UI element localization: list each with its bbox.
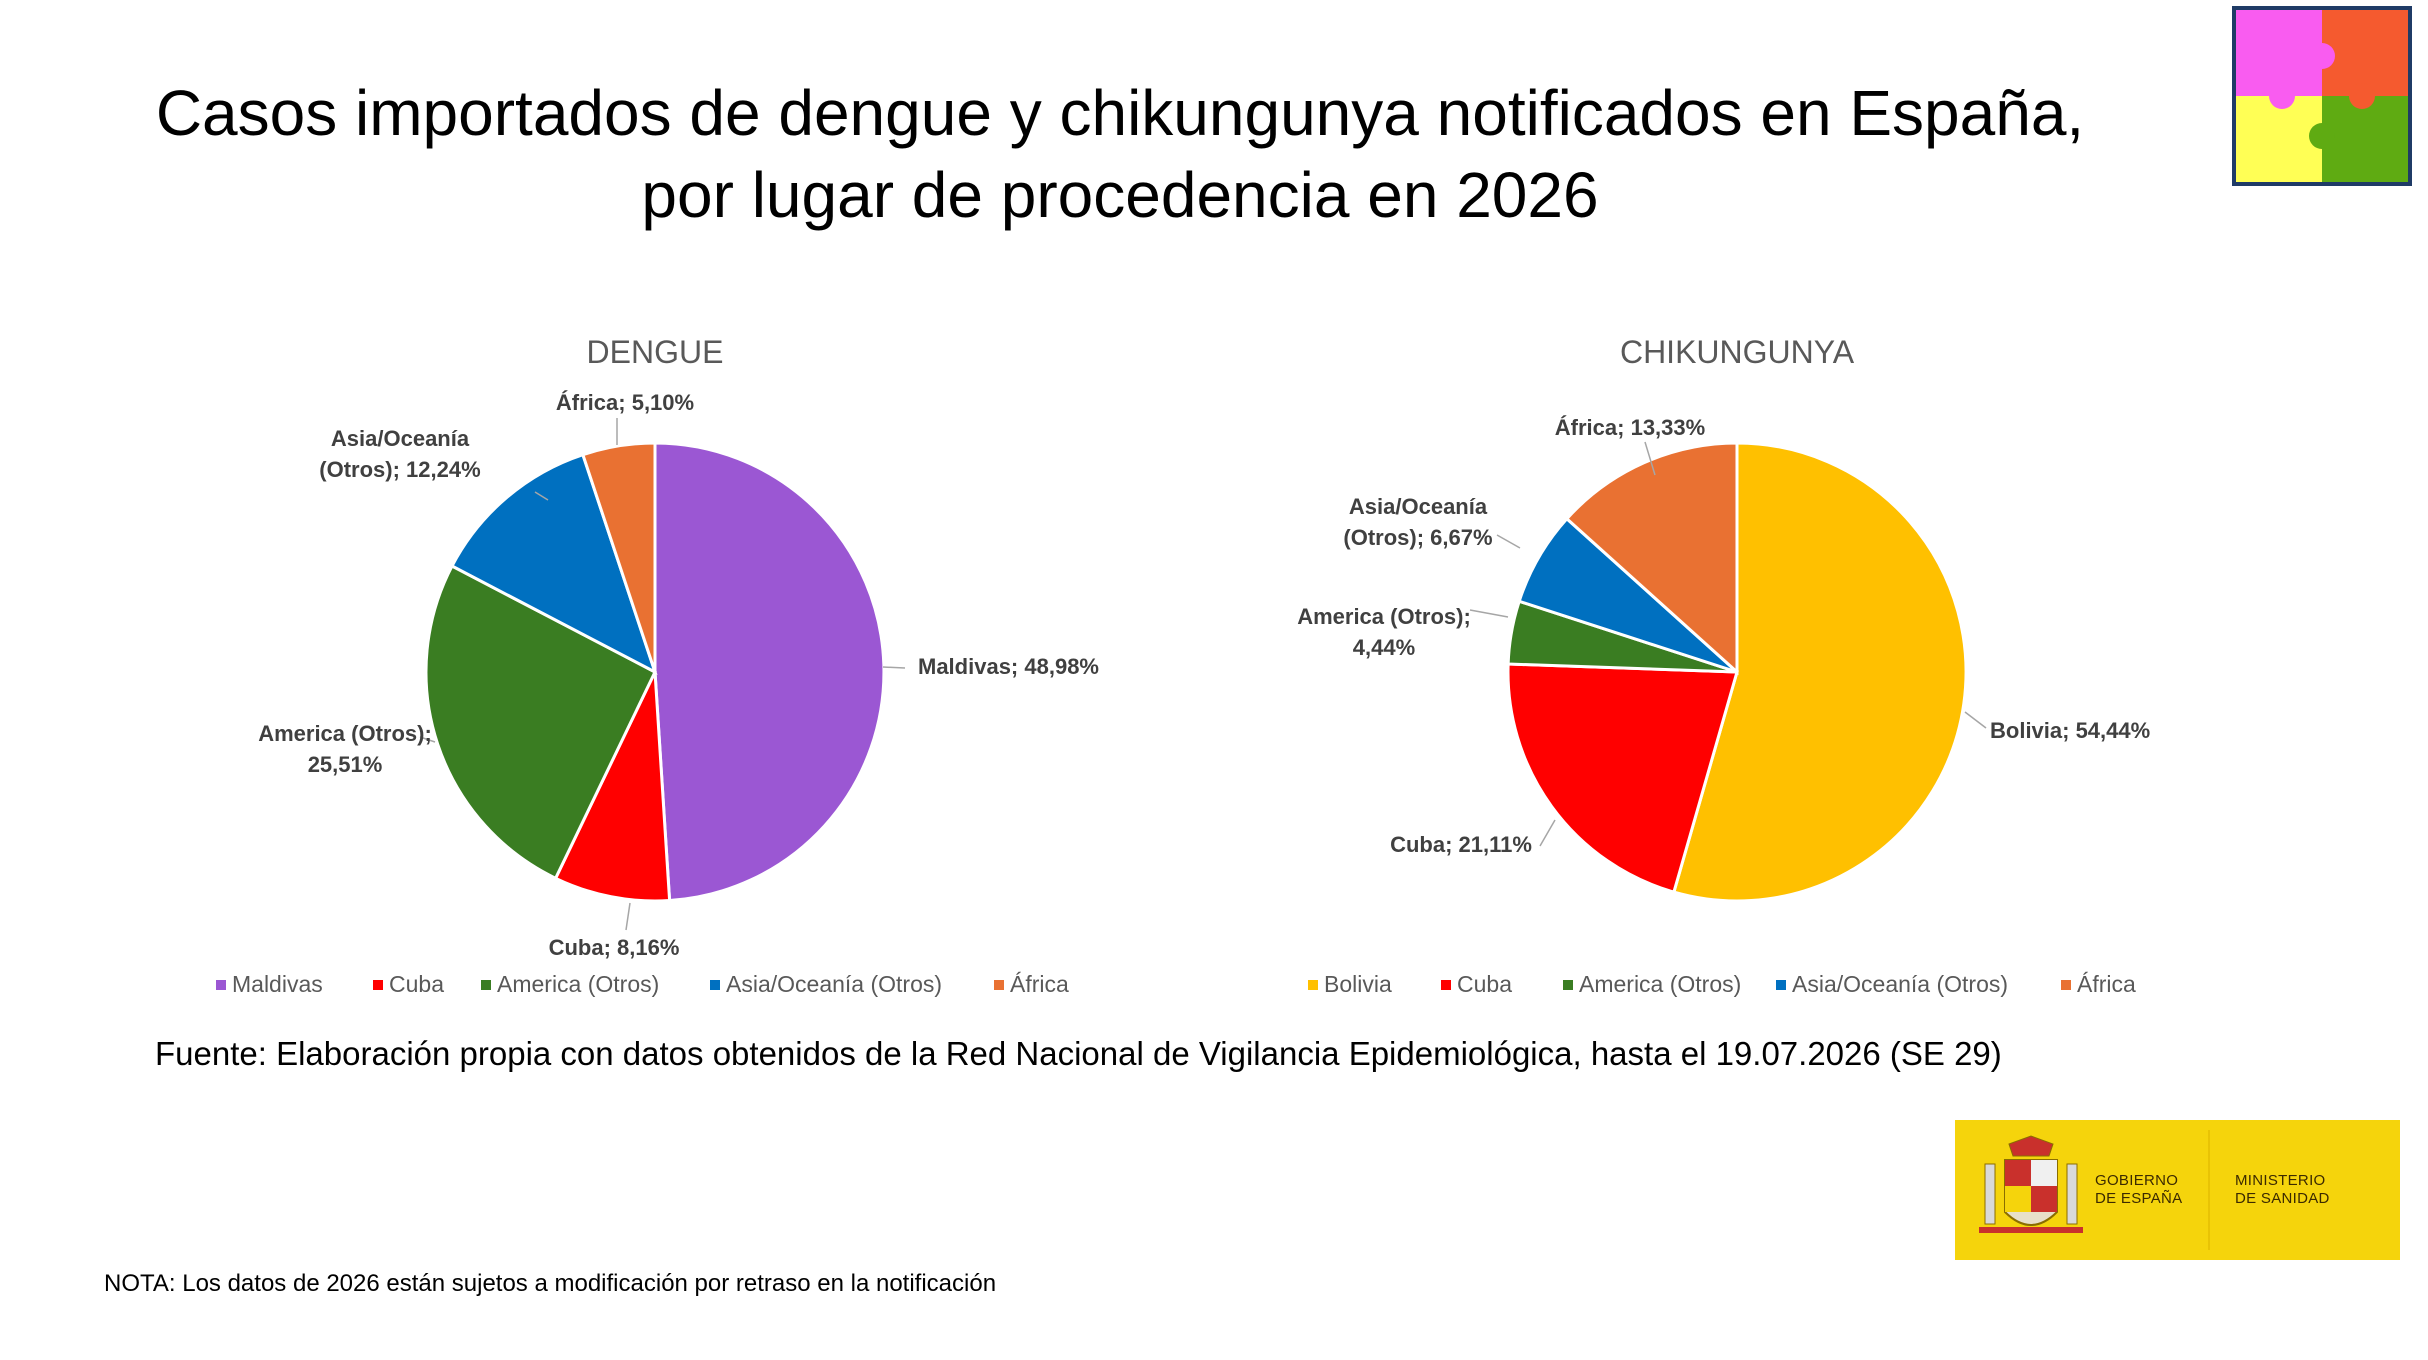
legend-item-africa: África (2061, 971, 2136, 997)
legend-item-maldivas: Maldivas (216, 971, 323, 997)
legend-label: America (Otros) (497, 971, 659, 997)
legend-swatch (373, 980, 383, 990)
legend-label: África (2077, 971, 2136, 997)
legend-item-africa: África (994, 971, 1069, 997)
coat-of-arms-icon (1979, 1135, 2083, 1233)
legend-item-asia-oceania-otros: Asia/Oceanía (Otros) (1776, 971, 2008, 997)
leader-line (1964, 711, 1987, 729)
legend-swatch (481, 980, 491, 990)
data-label-america-otros: America (Otros); 4,44% (1297, 604, 1471, 660)
slide-title-line2: por lugar de procedencia en 2026 (641, 159, 1599, 231)
pie-chart-dengue: DENGUE Maldivas; 48,98% Cuba; 8,16% America… (216, 334, 1099, 997)
legend-swatch (1308, 980, 1318, 990)
pie-slice-asia-oceania-otros (449, 452, 658, 676)
gobierno-text: GOBIERNO DE ESPAÑA (2095, 1172, 2183, 1207)
chart-title: DENGUE (587, 334, 724, 370)
leader-line (625, 902, 631, 931)
leader-line (534, 491, 549, 501)
legend-swatch (2061, 980, 2071, 990)
legend-label: Cuba (389, 971, 444, 997)
legend-label: Bolivia (1324, 971, 1392, 997)
ministerio-text: MINISTERIO DE SANIDAD (2235, 1172, 2330, 1207)
legend-swatch (710, 980, 720, 990)
pie-slice-cuba (1506, 662, 1739, 894)
legend-swatch (994, 980, 1004, 990)
legend-label: Asia/Oceanía (Otros) (726, 971, 942, 997)
data-label-asia-oceania-otros: Asia/Oceanía (Otros); 12,24% (319, 426, 480, 482)
slide-title: Casos importados de dengue y chikungunya… (0, 72, 2240, 236)
legend-item-asia-oceania-otros: Asia/Oceanía (Otros) (710, 971, 942, 997)
legend-swatch (216, 980, 226, 990)
legend-label: Cuba (1457, 971, 1512, 997)
leader-line (1539, 819, 1556, 847)
data-label-cuba: Cuba; 21,11% (1390, 832, 1532, 857)
data-label-bolivia: Bolivia; 54,44% (1990, 718, 2150, 743)
legend-label: Maldivas (232, 971, 323, 997)
leader-line (1469, 609, 1509, 618)
data-label-maldivas: Maldivas; 48,98% (918, 654, 1099, 679)
logo-divider (2208, 1130, 2210, 1250)
pie-slice-bolivia (1672, 441, 1968, 903)
pie-slice-africa (580, 441, 657, 673)
legend-item-cuba: Cuba (373, 971, 444, 997)
chart-title: CHIKUNGUNYA (1620, 334, 1855, 370)
legend-item-america-otros: America (Otros) (1563, 971, 1741, 997)
legend-item-cuba: Cuba (1441, 971, 1512, 997)
data-label-africa: África; 5,10% (556, 390, 694, 415)
footnote: NOTA: Los datos de 2026 están sujetos a … (104, 1270, 997, 1297)
leader-line (1496, 534, 1521, 549)
data-label-america-otros: America (Otros); 25,51% (258, 721, 432, 777)
pie-slice-maldivas (653, 441, 886, 903)
pie-slice-cuba (553, 666, 672, 903)
data-label-asia-oceania-otros: Asia/Oceanía (Otros); 6,67% (1343, 494, 1492, 550)
legend-label: África (1010, 971, 1069, 997)
data-label-cuba: Cuba; 8,16% (549, 935, 680, 960)
legend-swatch (1441, 980, 1451, 990)
legend-swatch (1776, 980, 1786, 990)
leader-line (882, 666, 906, 669)
legend-item-bolivia: Bolivia (1308, 971, 1392, 997)
legend-swatch (1563, 980, 1573, 990)
slide-title-line1: Casos importados de dengue y chikungunya… (155, 77, 2085, 149)
data-label-africa: África; 13,33% (1555, 415, 1705, 440)
leader-line (1644, 441, 1656, 476)
pie-slice-africa (1564, 441, 1739, 676)
gobierno-logo: GOBIERNO DE ESPAÑA MINISTERIO DE SANIDAD (1955, 1120, 2400, 1260)
pie-chart-chikungunya: CHIKUNGUNYA Bolivia; 54,44% Cuba; 21,11% Am… (1297, 334, 2150, 997)
puzzle-logo-icon (2232, 6, 2412, 186)
legend-label: Asia/Oceanía (Otros) (1792, 971, 2008, 997)
source-note: Fuente: Elaboración propia con datos obt… (155, 1035, 2002, 1072)
pie-slice-america-otros (424, 563, 657, 881)
legend-item-america-otros: America (Otros) (481, 971, 659, 997)
leader-line (419, 736, 436, 743)
legend-label: America (Otros) (1579, 971, 1741, 997)
